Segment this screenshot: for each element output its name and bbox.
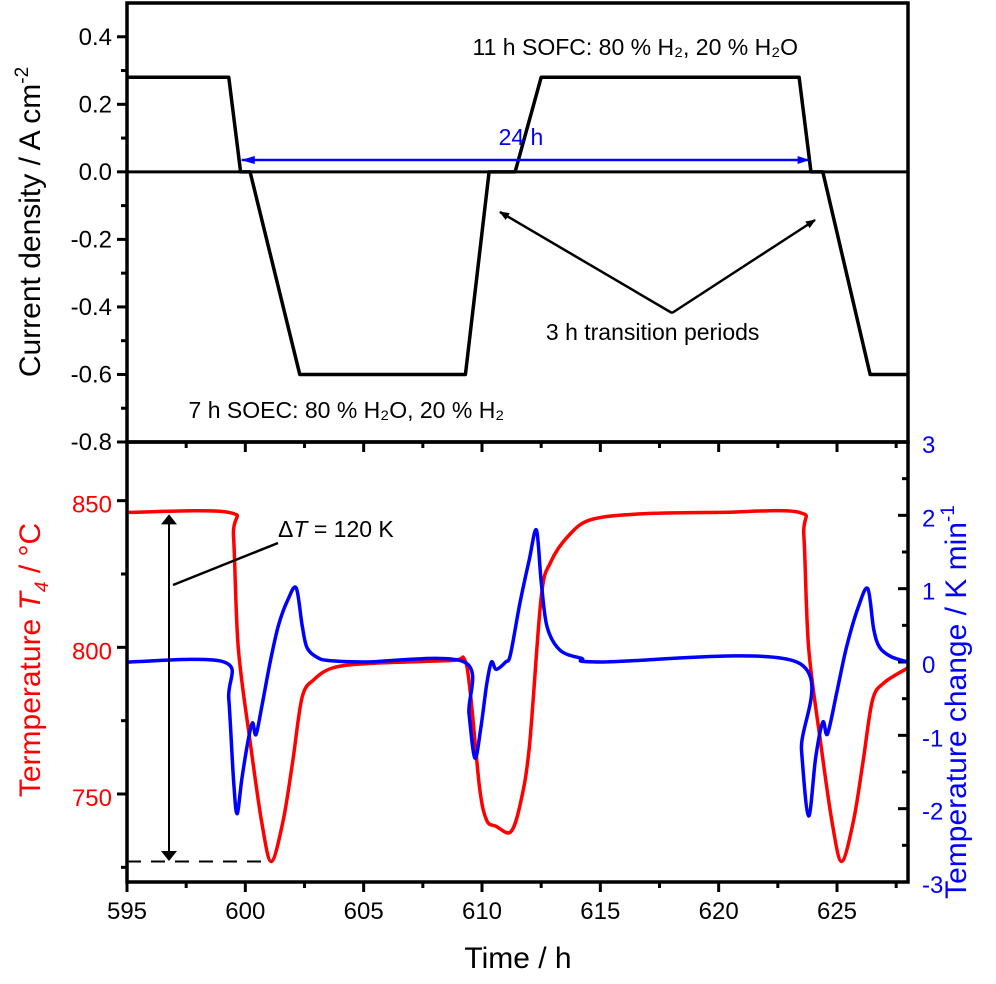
left-y-axis-title: Termperature T4 / °C: [14, 523, 53, 797]
x-tick-label: 615: [580, 898, 620, 925]
bottom-panel-frame: [125, 440, 910, 884]
right-y-tick-label: -2: [922, 799, 943, 826]
sofc-label: 11 h SOFC: 80 % H₂, 20 % H₂O: [473, 34, 799, 60]
transition-arrow-left: [499, 210, 673, 315]
y-tick-label: -0.2: [71, 226, 112, 253]
x-tick-label: 600: [225, 898, 265, 925]
left-y-tick-label: 800: [72, 638, 112, 665]
y-tick-label: -0.8: [71, 429, 112, 456]
temperature-change-line: [126, 528, 909, 818]
transition-label: 3 h transition periods: [546, 319, 760, 345]
right-y-tick-label: -1: [922, 725, 943, 752]
x-tick-label: 610: [462, 898, 502, 925]
temperature-line: [126, 508, 909, 864]
top-y-axis-title: Current density / A cm-2: [12, 67, 47, 377]
y-tick-label: 0.4: [79, 24, 112, 51]
right-y-axis-title: Temperature change / K min-1: [938, 505, 973, 899]
y-tick-label: 0.0: [79, 159, 112, 186]
x-tick-label: 595: [107, 898, 147, 925]
right-y-tick-label: 2: [922, 505, 935, 532]
x-tick-label: 605: [344, 898, 384, 925]
delta-t-leader: [172, 541, 279, 587]
annotations: 11 h SOFC: 80 % H₂, 20 % H₂O 7 h SOEC: 80…: [127, 34, 816, 863]
period-label: 24 h: [499, 124, 544, 150]
series-layer: [126, 75, 909, 864]
x-tick-label: 620: [699, 898, 739, 925]
y-tick-label: -0.4: [71, 294, 112, 321]
right-y-tick-label: 3: [922, 432, 935, 459]
x-tick-label: 625: [817, 898, 857, 925]
y-tick-label: -0.6: [71, 361, 112, 388]
right-y-tick-label: 1: [922, 579, 935, 606]
transition-arrow-right: [671, 218, 816, 315]
y-tick-label: 0.2: [79, 91, 112, 118]
delta-t-label: ΔT = 120 K: [278, 516, 394, 542]
x-axis-title: Time / h: [464, 942, 571, 975]
right-y-tick-label: -3: [922, 872, 943, 899]
current-density-line: [127, 75, 908, 377]
right-y-tick-label: 0: [922, 652, 935, 679]
left-y-tick-label: 750: [72, 785, 112, 812]
soec-label: 7 h SOEC: 80 % H₂O, 20 % H₂: [189, 397, 505, 423]
left-y-tick-label: 850: [72, 492, 112, 519]
